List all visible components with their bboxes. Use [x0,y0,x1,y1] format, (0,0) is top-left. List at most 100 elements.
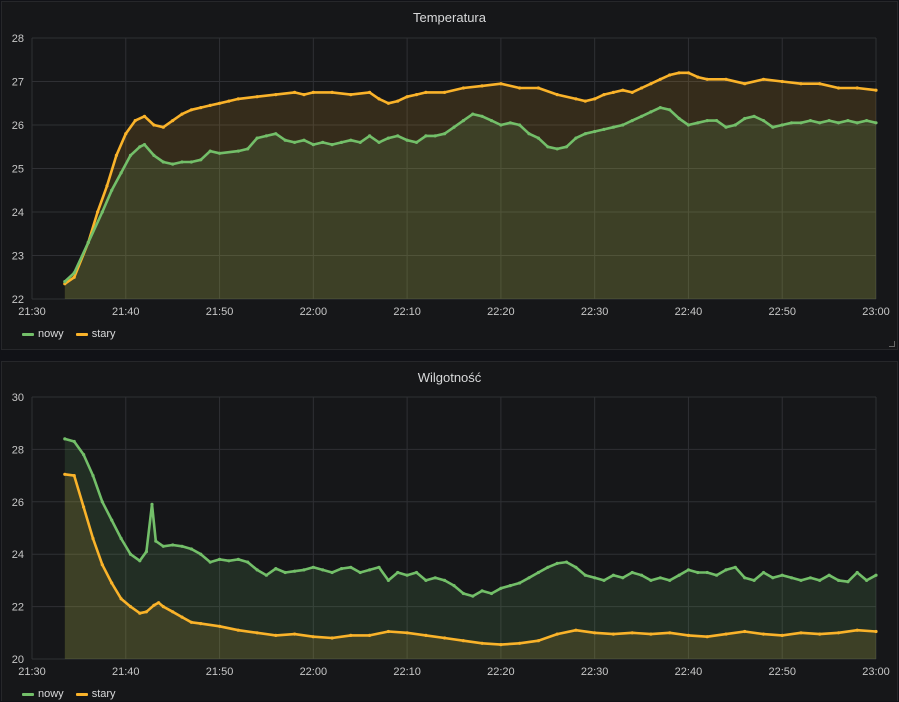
data-point-nowy [602,127,606,131]
y-tick-label: 28 [12,444,24,456]
data-point-stary [518,86,522,90]
data-point-nowy [611,573,616,577]
data-point-stary [189,108,193,112]
data-point-stary [611,90,616,94]
legend-item-stary[interactable]: stary [75,688,116,700]
data-point-nowy [274,132,278,136]
data-point-nowy [705,570,709,575]
x-tick-label: 22:00 [300,666,328,678]
data-point-nowy [138,559,142,563]
data-point-nowy [321,568,325,572]
data-point-nowy [100,210,104,214]
data-point-stary [405,95,409,99]
data-point-nowy [546,145,550,149]
data-point-stary [668,631,672,635]
x-tick-label: 23:00 [862,666,890,678]
data-point-stary [386,101,390,105]
data-point-nowy [171,162,175,166]
data-point-nowy [161,544,165,548]
x-tick-label: 21:40 [112,306,140,318]
data-point-stary [461,639,465,643]
data-point-nowy [138,145,142,149]
data-point-stary [761,632,766,636]
data-point-nowy [189,547,193,551]
data-point-nowy [452,125,456,129]
data-point-stary [611,632,616,636]
legend-item-nowy[interactable]: nowy [22,688,64,700]
data-point-nowy [630,119,634,123]
data-point-stary [218,624,222,628]
y-tick-label: 24 [12,207,24,219]
x-tick-label: 22:00 [300,306,328,318]
data-point-stary [630,631,634,635]
data-point-nowy [386,136,390,140]
panel-title[interactable]: Temperatura [413,10,486,25]
data-point-stary [480,641,484,645]
resize-handle[interactable] [889,341,895,347]
data-point-nowy [583,132,587,136]
data-point-nowy [865,119,869,123]
data-point-stary [499,82,503,86]
data-point-nowy [743,576,747,580]
data-point-nowy [227,559,231,563]
data-point-nowy [508,584,512,588]
data-point-stary [227,99,231,103]
data-point-nowy [499,586,503,590]
data-point-nowy [593,129,597,134]
x-tick-label: 22:40 [675,306,703,318]
data-point-nowy [128,552,133,556]
data-point-stary [780,79,784,84]
legend-swatch-stary [75,692,88,696]
data-point-nowy [696,121,700,125]
data-point-nowy [564,145,569,149]
data-point-nowy [677,573,681,577]
data-point-nowy [668,108,672,112]
data-point-nowy [865,578,869,582]
data-point-stary [199,622,203,626]
data-point-stary [799,82,803,86]
legend-item-stary[interactable]: stary [75,328,116,340]
data-point-stary [171,610,175,614]
panel-title[interactable]: Wilgotność [417,370,482,385]
data-point-stary [302,93,306,97]
data-point-nowy [780,123,784,127]
data-point-nowy [63,437,67,441]
data-point-nowy [555,147,559,151]
data-point-stary [114,153,118,157]
data-point-stary [180,615,184,619]
humidity-panel: Wilgotność 20 22 24 26 28 30 21:30 21:40 21:50 22… [1,361,898,701]
data-point-nowy [150,502,154,506]
data-point-nowy [658,576,662,580]
data-point-nowy [405,573,409,577]
data-point-nowy [818,121,822,125]
data-point-stary [368,90,372,94]
data-point-nowy [799,121,803,125]
data-point-stary [274,633,278,637]
data-point-stary [874,629,878,634]
data-point-nowy [752,114,756,118]
data-point-nowy [142,143,147,147]
data-point-stary [743,629,747,634]
data-point-stary [686,71,691,75]
data-point-nowy [827,573,831,577]
data-point-nowy [715,119,719,123]
data-point-nowy [180,160,184,164]
y-tick-label: 24 [12,549,24,561]
data-point-nowy [293,569,297,573]
data-point-nowy [555,561,559,565]
legend-item-nowy[interactable]: nowy [22,328,64,340]
data-point-nowy [499,123,503,127]
data-point-stary [818,632,822,636]
data-point-stary [574,628,578,632]
data-point-stary [583,99,587,103]
data-point-nowy [733,123,737,127]
x-tick-label: 21:30 [18,306,46,318]
series-area-stary [64,474,877,659]
data-point-nowy [368,134,372,138]
data-point-stary [368,633,372,637]
data-point-nowy [199,158,203,162]
data-point-stary [377,97,381,101]
data-point-stary [668,73,672,77]
data-point-nowy [508,121,512,125]
data-point-nowy [836,578,841,582]
